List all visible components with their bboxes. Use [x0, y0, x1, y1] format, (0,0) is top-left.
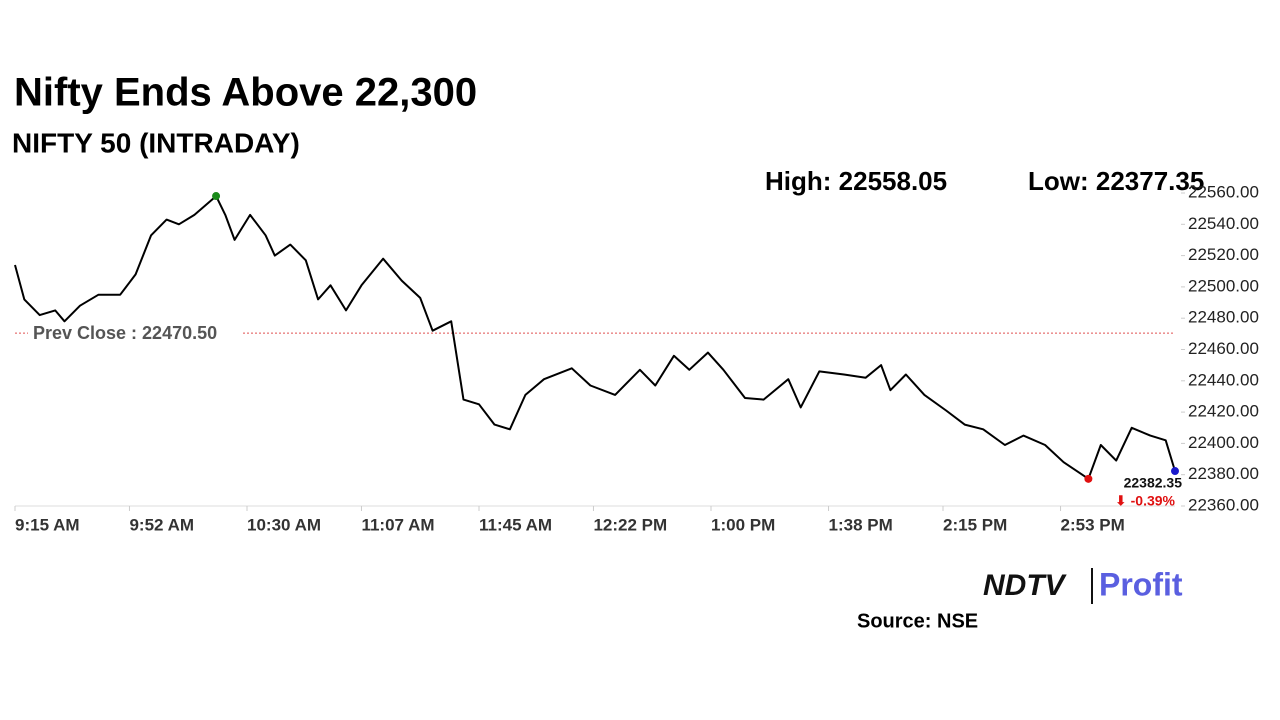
low-label: Low: 22377.35 [1028, 166, 1204, 196]
last-value-label: 22382.35 [1124, 475, 1183, 491]
y-tick-label: 22420.00 [1188, 402, 1259, 421]
y-tick-label: 22560.00 [1188, 182, 1259, 201]
prev-close-bg [28, 322, 243, 345]
y-tick-label: 22400.00 [1188, 433, 1259, 452]
price-line [14, 195, 1176, 480]
change-label: ⬇ -0.39% [1115, 493, 1176, 509]
x-tick-label: 11:45 AM [479, 515, 552, 534]
x-tick-label: 9:52 AM [129, 515, 194, 534]
source-note: Source: NSE [857, 610, 978, 632]
x-tick-label: 2:15 PM [943, 515, 1007, 534]
y-tick-label: 22520.00 [1188, 245, 1259, 264]
y-tick-label: 22440.00 [1188, 370, 1259, 389]
product-logo: Profit [1099, 566, 1183, 602]
y-tick-label: 22460.00 [1188, 339, 1259, 358]
x-tick-label: 1:00 PM [711, 515, 775, 534]
x-tick-label: 1:38 PM [829, 515, 893, 534]
y-tick-label: 22540.00 [1188, 214, 1259, 233]
x-tick-label: 11:07 AM [361, 515, 434, 534]
brand-logo: NDTV [983, 569, 1068, 602]
y-tick-label: 22380.00 [1188, 464, 1259, 483]
x-tick-label: 12:22 PM [593, 515, 667, 534]
x-tick-label: 9:15 AM [15, 515, 80, 534]
y-tick-label: 22480.00 [1188, 308, 1259, 327]
y-tick-label: 22500.00 [1188, 276, 1259, 295]
x-tick-label: 2:53 PM [1061, 515, 1125, 534]
chart-title: Nifty Ends Above 22,300 [14, 71, 477, 115]
y-tick-label: 22360.00 [1188, 495, 1259, 514]
prev-close-label: Prev Close : 22470.50 [33, 323, 217, 343]
x-tick-label: 10:30 AM [247, 515, 321, 534]
last-marker [1171, 467, 1179, 476]
high-marker [212, 192, 221, 201]
chart-subtitle: NIFTY 50 (INTRADAY) [12, 127, 300, 158]
high-label: High: 22558.05 [765, 166, 947, 196]
low-marker [1084, 474, 1093, 483]
